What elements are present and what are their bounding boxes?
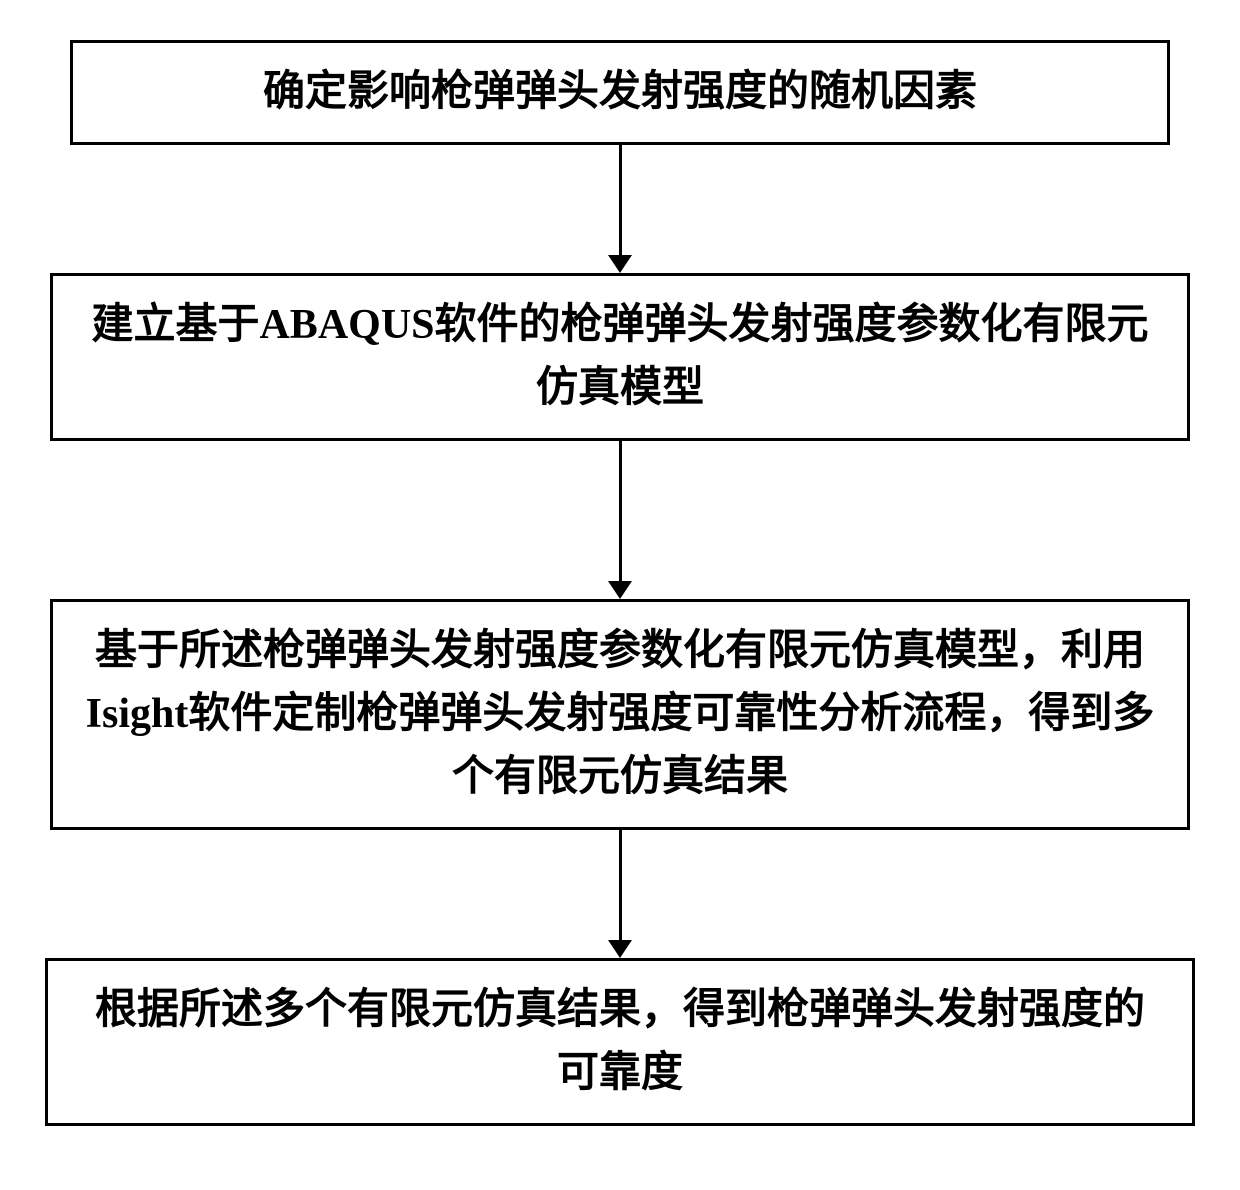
- flowchart-container: 确定影响枪弹弹头发射强度的随机因素 建立基于ABAQUS软件的枪弹弹头发射强度参…: [40, 40, 1200, 1126]
- node-text: 建立基于ABAQUS软件的枪弹弹头发射强度参数化有限元仿真模型: [83, 294, 1157, 420]
- arrow-head-icon: [608, 255, 632, 273]
- arrow-line: [619, 145, 622, 255]
- flowchart-node-3: 基于所述枪弹弹头发射强度参数化有限元仿真模型，利用Isight软件定制枪弹弹头发…: [50, 599, 1190, 830]
- node-text: 基于所述枪弹弹头发射强度参数化有限元仿真模型，利用Isight软件定制枪弹弹头发…: [83, 620, 1157, 809]
- arrow-line: [619, 441, 622, 581]
- flowchart-node-2: 建立基于ABAQUS软件的枪弹弹头发射强度参数化有限元仿真模型: [50, 273, 1190, 441]
- arrow-head-icon: [608, 581, 632, 599]
- node-text: 根据所述多个有限元仿真结果，得到枪弹弹头发射强度的可靠度: [78, 979, 1162, 1105]
- flowchart-arrow-2: [608, 441, 632, 599]
- arrow-head-icon: [608, 940, 632, 958]
- flowchart-arrow-1: [608, 145, 632, 273]
- flowchart-node-4: 根据所述多个有限元仿真结果，得到枪弹弹头发射强度的可靠度: [45, 958, 1195, 1126]
- node-text: 确定影响枪弹弹头发射强度的随机因素: [263, 61, 977, 124]
- arrow-line: [619, 830, 622, 940]
- flowchart-arrow-3: [608, 830, 632, 958]
- flowchart-node-1: 确定影响枪弹弹头发射强度的随机因素: [70, 40, 1170, 145]
